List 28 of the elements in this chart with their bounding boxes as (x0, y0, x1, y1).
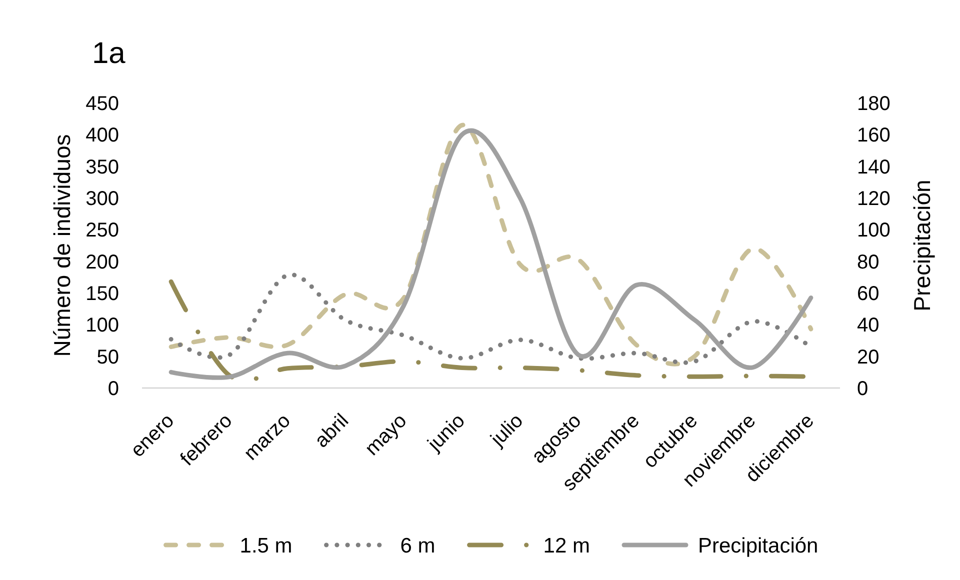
y2-tick-label: 100 (857, 220, 890, 242)
legend-label: Precipitación (698, 534, 818, 558)
y2-tick-label: 80 (857, 251, 880, 274)
y2-tick-label: 0 (857, 378, 868, 400)
y2-tick-label: 180 (857, 93, 890, 115)
y-tick-label: 100 (86, 314, 119, 337)
y-tick-label: 200 (86, 251, 119, 274)
chart-title: 1a (92, 37, 126, 70)
y2-axis-title: Precipitación (909, 180, 936, 312)
legend-label: 6 m (400, 534, 436, 558)
y-tick-label: 300 (86, 188, 119, 210)
y2-tick-label: 20 (857, 346, 880, 368)
x-tick-label: julio (486, 410, 528, 452)
y2-tick-label: 60 (857, 283, 880, 305)
y2-tick-label: 120 (857, 188, 890, 210)
y-tick-label: 0 (108, 378, 119, 400)
y-tick-label: 400 (86, 124, 119, 147)
y-tick-label: 150 (86, 283, 119, 305)
y2-tick-label: 40 (857, 314, 880, 337)
legend-label: 1.5 m (240, 534, 292, 558)
y2-tick-label: 140 (857, 156, 890, 178)
y-axis-title: Número de individuos (49, 134, 76, 357)
y-tick-label: 250 (86, 220, 119, 242)
y-tick-label: 450 (86, 93, 119, 115)
legend-label: 12 m (543, 534, 590, 558)
y-tick-label: 50 (96, 346, 119, 368)
y-tick-label: 350 (86, 156, 119, 178)
y2-tick-label: 160 (857, 124, 890, 147)
